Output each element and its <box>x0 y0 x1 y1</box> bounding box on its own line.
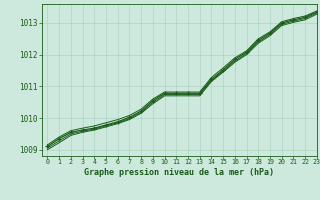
X-axis label: Graphe pression niveau de la mer (hPa): Graphe pression niveau de la mer (hPa) <box>84 168 274 177</box>
